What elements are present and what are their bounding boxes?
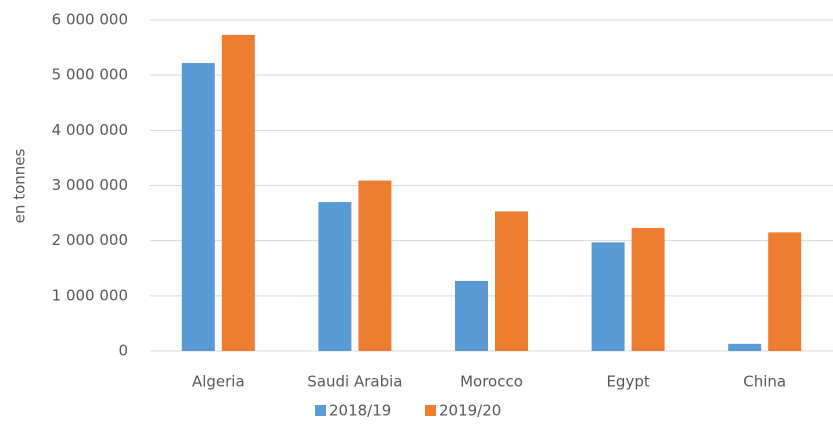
bar [591,242,625,351]
bar [181,63,215,351]
bar [631,227,665,351]
y-tick-label: 0 [118,342,128,360]
x-tick-label: Egypt [606,373,649,391]
y-tick-label: 6 000 000 [52,11,128,29]
legend-swatch [315,405,326,416]
legend-label: 2019/20 [439,402,501,420]
bar [358,180,392,351]
x-tick-label: Morocco [460,373,523,391]
y-tick-label: 3 000 000 [52,176,128,194]
bar [495,211,528,351]
legend-label: 2018/19 [329,402,391,420]
x-tick-label: China [743,373,786,391]
legend-swatch [425,405,436,416]
y-axis-label: en tonnes [11,149,29,224]
y-tick-label: 1 000 000 [52,286,128,304]
bar [728,343,762,351]
x-tick-label: Algeria [192,373,245,391]
bar [455,280,488,351]
bar [318,202,352,351]
x-tick-label: Saudi Arabia [307,373,402,391]
y-tick-label: 2 000 000 [52,231,128,249]
bar [768,232,802,351]
y-tick-label: 4 000 000 [52,121,128,139]
bar [221,34,255,352]
y-tick-label: 5 000 000 [52,66,128,84]
